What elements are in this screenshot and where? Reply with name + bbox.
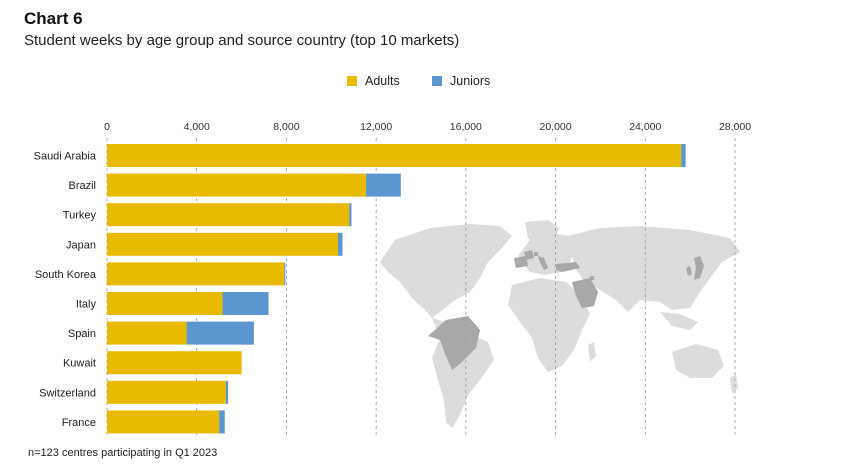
bar-adults-spain — [107, 321, 187, 345]
bar-juniors-japan — [338, 232, 343, 256]
bar-juniors-france — [219, 410, 225, 434]
map-japan — [694, 256, 704, 280]
legend-item-adults: Adults — [347, 74, 400, 88]
bar-juniors-south-korea — [284, 262, 286, 286]
x-tick-label: 4,000 — [184, 121, 210, 133]
bar-juniors-saudi-arabia — [681, 144, 686, 167]
map-madagascar — [588, 342, 596, 362]
category-label: Japan — [66, 239, 96, 251]
x-tick-label: 24,000 — [629, 121, 661, 133]
bar-juniors-italy — [222, 292, 269, 315]
map-southeast-asia — [660, 312, 698, 330]
x-tick-label: 28,000 — [719, 121, 751, 133]
map-australia — [672, 344, 724, 378]
map-new-zealand — [730, 374, 738, 394]
map-asia — [568, 226, 740, 312]
map-saudi-arabia — [572, 278, 598, 308]
bar-adults-south-korea — [107, 262, 285, 286]
chart-footnote: n=123 centres participating in Q1 2023 — [28, 447, 218, 459]
chart-subtitle: Student weeks by age group and source co… — [24, 32, 460, 49]
legend-swatch-juniors — [432, 76, 442, 86]
bar-adults-france — [107, 410, 220, 434]
map-switzerland — [534, 252, 538, 256]
world-map-background — [380, 220, 740, 428]
map-france — [524, 250, 534, 260]
legend-swatch-adults — [347, 76, 357, 86]
category-label: Italy — [76, 299, 97, 311]
x-tick-label: 12,000 — [360, 121, 392, 133]
chart-heading: Chart 6 — [24, 9, 83, 28]
map-brazil — [428, 316, 480, 370]
x-tick-label: 16,000 — [450, 121, 482, 133]
bar-adults-japan — [107, 232, 339, 256]
map-kuwait — [590, 276, 594, 280]
category-label: France — [62, 417, 96, 429]
bar-juniors-switzerland — [225, 380, 229, 404]
category-label: South Korea — [35, 269, 97, 281]
bar-juniors-spain — [186, 321, 254, 345]
map-africa — [508, 278, 590, 372]
map-italy — [538, 256, 548, 270]
legend-label-adults: Adults — [365, 74, 400, 88]
x-tick-label: 8,000 — [273, 121, 299, 133]
map-turkey — [556, 262, 580, 272]
category-label: Turkey — [63, 210, 97, 222]
x-tick-label: 0 — [104, 121, 110, 133]
legend-label-juniors: Juniors — [450, 74, 491, 88]
category-label: Spain — [68, 328, 96, 340]
category-label: Switzerland — [39, 387, 96, 399]
bar-juniors-turkey — [349, 203, 352, 227]
map-south-korea — [686, 266, 692, 276]
bar-adults-italy — [107, 292, 223, 315]
map-north-america — [380, 224, 512, 318]
map-spain — [514, 256, 528, 268]
category-label: Kuwait — [63, 358, 96, 370]
bar-adults-turkey — [107, 203, 350, 227]
bar-juniors-brazil — [366, 173, 401, 197]
chart-legend: Adults Juniors — [0, 74, 845, 92]
x-tick-label: 20,000 — [540, 121, 572, 133]
category-label: Saudi Arabia — [34, 151, 97, 163]
bar-adults-kuwait — [107, 351, 242, 375]
legend-item-juniors: Juniors — [432, 74, 490, 88]
category-label: Brazil — [68, 180, 96, 192]
bar-adults-brazil — [107, 173, 367, 197]
bar-adults-saudi-arabia — [107, 144, 682, 167]
bar-adults-switzerland — [107, 380, 226, 404]
